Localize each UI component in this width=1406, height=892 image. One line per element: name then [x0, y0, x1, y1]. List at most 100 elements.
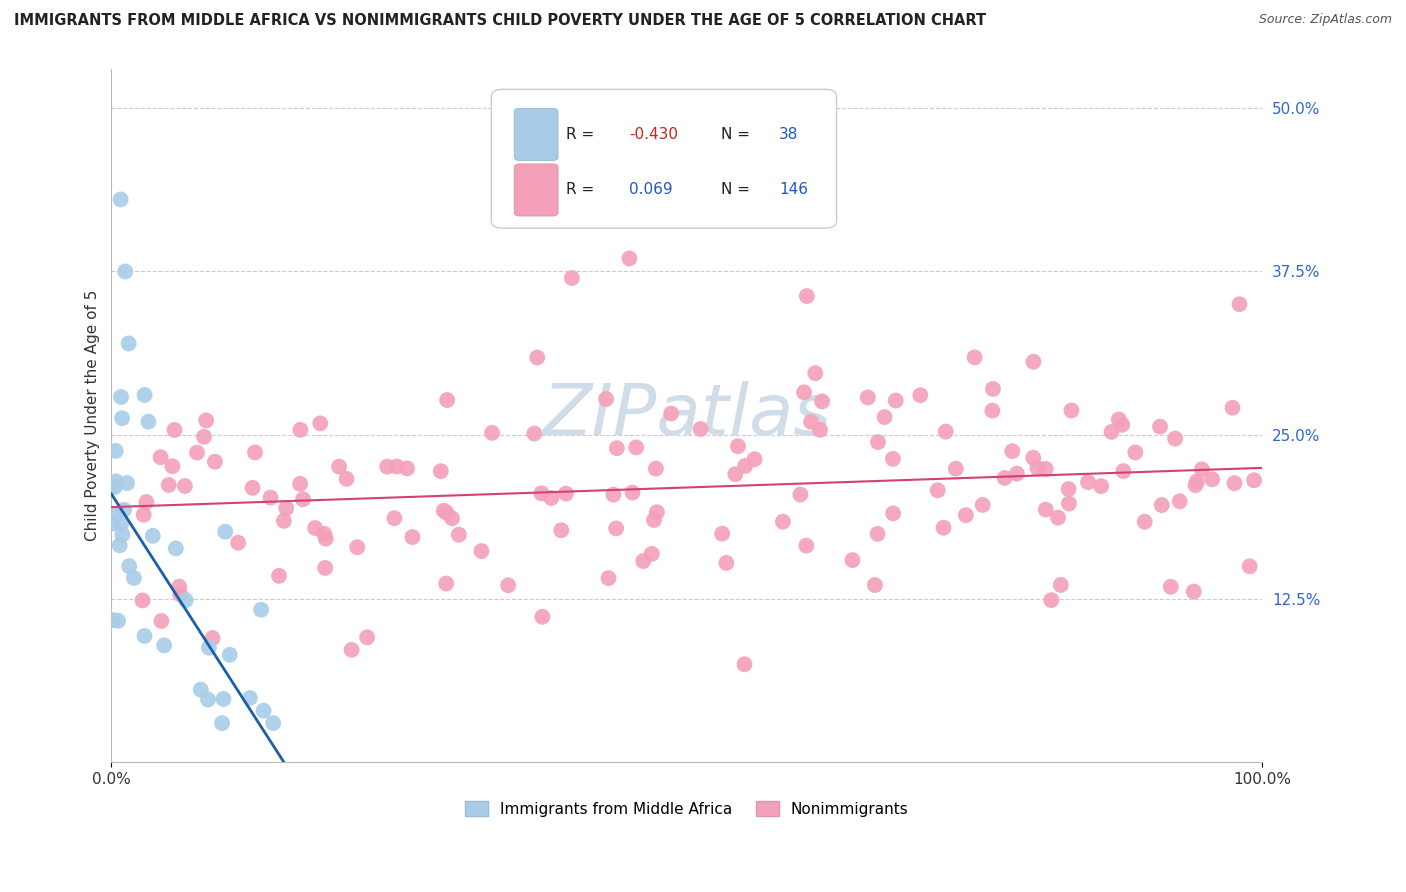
Point [1040, 593, 1063, 607]
Point [1060, 403, 1083, 417]
Point [523, 426, 546, 441]
Point [108, 538, 131, 552]
FancyBboxPatch shape [515, 109, 558, 161]
Point [340, 643, 363, 657]
FancyBboxPatch shape [491, 89, 837, 228]
Point [1077, 475, 1099, 489]
Point [112, 503, 135, 517]
Text: Source: ZipAtlas.com: Source: ZipAtlas.com [1258, 13, 1392, 27]
Point [1035, 502, 1057, 516]
Point [153, 639, 176, 653]
Point [796, 289, 818, 303]
Point [606, 441, 628, 455]
Point [981, 382, 1004, 396]
Point [772, 515, 794, 529]
Point [267, 569, 290, 583]
Point [239, 690, 262, 705]
Point [1022, 355, 1045, 369]
Text: R =: R = [567, 183, 599, 197]
Point [1191, 462, 1213, 476]
Point [328, 459, 350, 474]
Point [531, 609, 554, 624]
Point [163, 423, 186, 437]
Point [433, 503, 456, 517]
Point [1046, 510, 1069, 524]
Point [1164, 432, 1187, 446]
Point [711, 526, 734, 541]
Point [561, 271, 583, 285]
Point [481, 425, 503, 440]
Point [101, 479, 124, 493]
Point [643, 513, 665, 527]
Point [598, 571, 620, 585]
Point [195, 413, 218, 427]
Point [243, 445, 266, 459]
Point [186, 445, 208, 459]
Point [104, 444, 127, 458]
Point [138, 415, 160, 429]
Point [149, 450, 172, 465]
Text: N =: N = [721, 127, 755, 142]
Point [447, 527, 470, 541]
Point [1184, 478, 1206, 492]
Point [804, 366, 827, 380]
Point [1057, 482, 1080, 496]
Point [972, 498, 994, 512]
Point [165, 541, 187, 556]
Point [645, 461, 668, 475]
Point [716, 556, 738, 570]
Point [1168, 494, 1191, 508]
Point [430, 464, 453, 478]
Point [910, 388, 932, 402]
Point [873, 410, 896, 425]
Point [734, 458, 756, 473]
Point [1160, 580, 1182, 594]
Point [226, 535, 249, 549]
Point [555, 486, 578, 500]
Point [110, 390, 132, 404]
Point [945, 461, 967, 475]
Point [863, 578, 886, 592]
Point [633, 554, 655, 568]
FancyBboxPatch shape [515, 164, 558, 216]
Point [744, 452, 766, 467]
Point [382, 511, 405, 525]
Point [602, 487, 624, 501]
Point [1049, 578, 1071, 592]
Point [174, 593, 197, 607]
Point [259, 491, 281, 505]
Point [105, 475, 128, 489]
Point [115, 476, 138, 491]
Point [526, 351, 548, 365]
Point [866, 526, 889, 541]
Text: IMMIGRANTS FROM MIDDLE AFRICA VS NONIMMIGRANTS CHILD POVERTY UNDER THE AGE OF 5 : IMMIGRANTS FROM MIDDLE AFRICA VS NONIMMI… [14, 13, 986, 29]
Point [808, 423, 831, 437]
Point [530, 486, 553, 500]
Point [724, 467, 747, 482]
Point [218, 648, 240, 662]
Point [304, 521, 326, 535]
Point [290, 423, 312, 437]
Point [1090, 479, 1112, 493]
Point [856, 390, 879, 404]
Point [1001, 444, 1024, 458]
Point [841, 553, 863, 567]
Point [101, 613, 124, 627]
Point [1223, 476, 1246, 491]
Point [935, 425, 957, 439]
Point [1149, 419, 1171, 434]
Point [262, 716, 284, 731]
Point [250, 603, 273, 617]
Point [375, 459, 398, 474]
Point [1057, 496, 1080, 510]
Point [135, 495, 157, 509]
Point [101, 516, 124, 531]
Point [963, 351, 986, 365]
Point [981, 403, 1004, 417]
Point [1005, 467, 1028, 481]
Point [1243, 473, 1265, 487]
Text: R =: R = [567, 127, 599, 142]
Point [211, 716, 233, 731]
Point [315, 532, 337, 546]
Y-axis label: Child Poverty Under the Age of 5: Child Poverty Under the Age of 5 [86, 290, 100, 541]
